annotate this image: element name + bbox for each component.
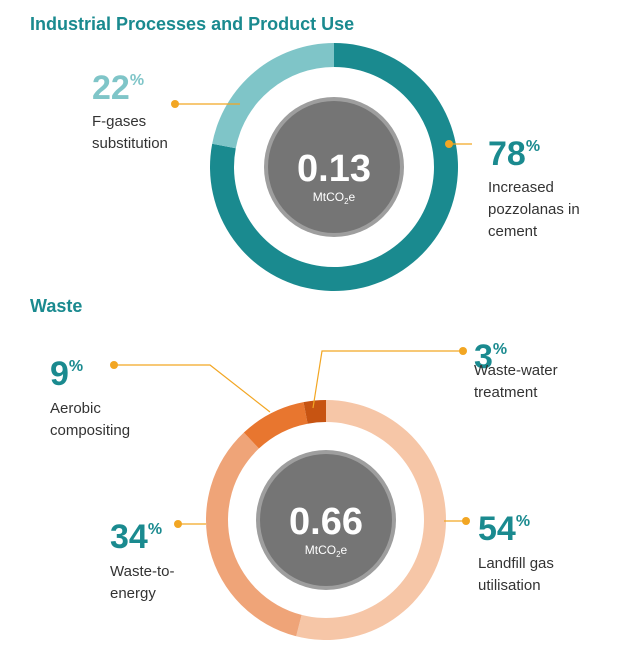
- category-label: utilisation: [478, 577, 541, 594]
- slice-f-gases-substitution: [212, 43, 334, 149]
- percent-value: 9%: [50, 355, 83, 393]
- label-increased-pozzolanas-in-cement: 78% Increased pozzolanas in cement: [445, 135, 580, 240]
- leader-line: [312, 350, 463, 409]
- percent-value: 34%: [110, 518, 162, 556]
- waste-title: Waste: [30, 296, 83, 316]
- label-aerobic-compositing: 9% Aerobic compositing: [50, 355, 271, 439]
- center-disc: [260, 454, 392, 586]
- category-label: Aerobic: [50, 400, 101, 417]
- leader-dot: [459, 347, 467, 355]
- center-value: 0.13: [297, 148, 371, 190]
- category-label: Increased: [488, 179, 554, 196]
- percent-value: 22%: [92, 69, 144, 107]
- leader-dot: [445, 140, 453, 148]
- label-f-gases-substitution: 22% F-gases substitution: [92, 69, 240, 152]
- category-label: F-gases: [92, 113, 146, 130]
- leader-dot: [174, 520, 182, 528]
- slice-waste-to-energy: [206, 432, 302, 637]
- slice-waste-water-treatment: [303, 400, 326, 424]
- category-label: energy: [110, 585, 156, 602]
- category-label: Waste-water: [474, 362, 558, 379]
- percent-value: 54%: [478, 510, 530, 548]
- leader-dot: [171, 100, 179, 108]
- category-label: cement: [488, 223, 538, 240]
- leader-line: [114, 364, 271, 413]
- label-waste-to-energy: 34% Waste-to-energy: [110, 518, 206, 602]
- leader-dot: [462, 517, 470, 525]
- category-label: compositing: [50, 422, 130, 439]
- center-unit: MtCO2e: [305, 543, 348, 559]
- center-value: 0.66: [289, 501, 363, 543]
- category-label: treatment: [474, 384, 538, 401]
- category-label: Waste-to-: [110, 563, 174, 580]
- percent-value: 3%: [474, 338, 507, 376]
- percent-value: 78%: [488, 135, 540, 173]
- label-landfill-gas-utilisation: 54% Landfill gas utilisation: [444, 510, 554, 594]
- slice-landfill-gas-utilisation: [296, 400, 447, 640]
- category-label: substitution: [92, 135, 168, 152]
- center-unit: MtCO2e: [313, 190, 356, 206]
- slice-aerobic-compositing: [243, 402, 308, 449]
- category-label: Landfill gas: [478, 555, 554, 572]
- ippu-title: Industrial Processes and Product Use: [30, 14, 355, 34]
- label-waste-water-treatment: 3%Waste-water treatment: [312, 338, 558, 409]
- leader-dot: [110, 361, 118, 369]
- category-label: pozzolanas in: [488, 201, 580, 218]
- center-disc: [268, 101, 400, 233]
